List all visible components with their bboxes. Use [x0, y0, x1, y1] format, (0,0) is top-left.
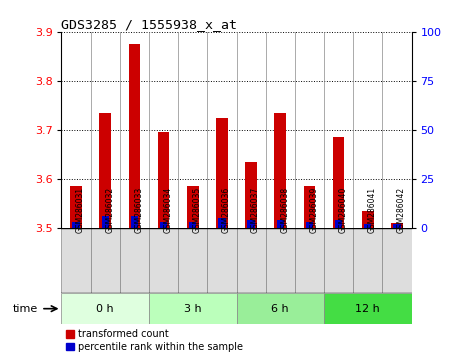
- Bar: [333, 137, 344, 228]
- Bar: [391, 223, 403, 228]
- Text: 3 h: 3 h: [184, 304, 201, 314]
- Text: time: time: [13, 304, 38, 314]
- Text: GSM286031: GSM286031: [76, 187, 85, 233]
- Bar: [277, 220, 284, 228]
- Text: GSM286040: GSM286040: [339, 187, 348, 233]
- Text: GDS3285 / 1555938_x_at: GDS3285 / 1555938_x_at: [61, 18, 237, 31]
- Text: GSM286036: GSM286036: [222, 187, 231, 233]
- Bar: [149, 228, 178, 293]
- Bar: [324, 228, 353, 293]
- Bar: [245, 162, 257, 228]
- Bar: [178, 228, 207, 293]
- Bar: [129, 44, 140, 228]
- Bar: [61, 228, 91, 293]
- Legend: transformed count, percentile rank within the sample: transformed count, percentile rank withi…: [66, 329, 243, 352]
- Bar: [324, 293, 412, 324]
- Bar: [393, 224, 401, 228]
- Bar: [247, 220, 255, 228]
- Text: GSM286034: GSM286034: [164, 187, 173, 233]
- Bar: [187, 186, 199, 228]
- Text: GSM286039: GSM286039: [309, 187, 318, 233]
- Bar: [72, 222, 80, 228]
- Bar: [149, 293, 236, 324]
- Bar: [274, 113, 286, 228]
- Bar: [99, 113, 111, 228]
- Bar: [218, 218, 226, 228]
- Bar: [295, 228, 324, 293]
- Bar: [189, 222, 196, 228]
- Text: GSM286042: GSM286042: [397, 187, 406, 233]
- Text: GSM286032: GSM286032: [105, 187, 114, 233]
- Bar: [304, 186, 315, 228]
- Text: GSM286038: GSM286038: [280, 187, 289, 233]
- Bar: [207, 228, 236, 293]
- Bar: [353, 228, 382, 293]
- Bar: [364, 224, 371, 228]
- Bar: [266, 228, 295, 293]
- Bar: [382, 228, 412, 293]
- Text: GSM286035: GSM286035: [193, 187, 202, 233]
- Bar: [61, 293, 149, 324]
- Bar: [91, 228, 120, 293]
- Bar: [158, 132, 169, 228]
- Bar: [236, 293, 324, 324]
- Bar: [160, 222, 167, 228]
- Bar: [70, 186, 82, 228]
- Bar: [216, 118, 228, 228]
- Bar: [335, 220, 342, 228]
- Bar: [120, 228, 149, 293]
- Bar: [131, 216, 138, 228]
- Text: 0 h: 0 h: [96, 304, 114, 314]
- Bar: [306, 222, 313, 228]
- Text: GSM286033: GSM286033: [134, 187, 143, 233]
- Bar: [362, 211, 374, 228]
- Text: 12 h: 12 h: [355, 304, 380, 314]
- Text: 6 h: 6 h: [272, 304, 289, 314]
- Bar: [102, 216, 109, 228]
- Text: GSM286041: GSM286041: [368, 187, 377, 233]
- Text: GSM286037: GSM286037: [251, 187, 260, 233]
- Bar: [236, 228, 266, 293]
